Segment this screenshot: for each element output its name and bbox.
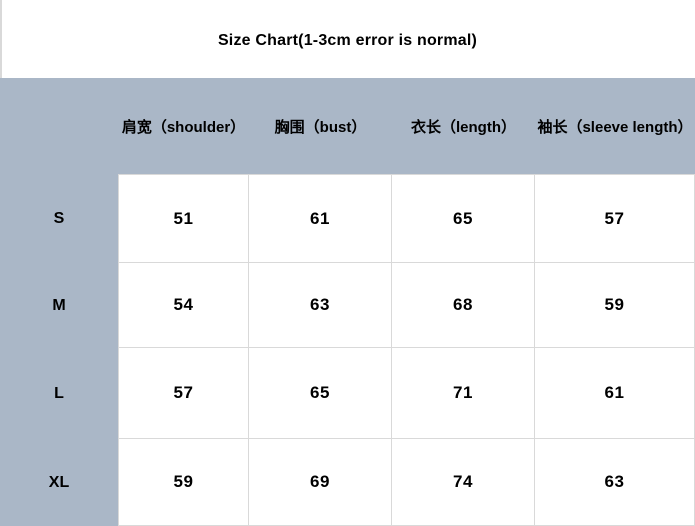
row-label-s: S (53, 209, 65, 227)
table-cell-l-sleeve: 61 (535, 348, 695, 439)
table-cell-xl-bust: 69 (249, 439, 392, 526)
table-cell-s-length: 65 (392, 174, 535, 263)
size-chart-table: 肩宽（shoulder） 胸围（bust） 衣长（length） 袖长（slee… (0, 78, 695, 526)
table-cell-xl-shoulder: 59 (118, 439, 249, 526)
row-label-xl: XL (48, 473, 70, 491)
table-cell-s-sleeve: 57 (535, 174, 695, 263)
table-cell-xl-sleeve: 63 (535, 439, 695, 526)
table-cell-l-shoulder: 57 (118, 348, 249, 439)
table-cell-m-sleeve: 59 (535, 263, 695, 348)
corner-cell (0, 78, 118, 174)
table-cell-s-shoulder: 51 (118, 174, 249, 263)
row-label-m: M (52, 296, 66, 314)
table-cell-m-bust: 63 (249, 263, 392, 348)
table-cell-xl-length: 74 (392, 439, 535, 526)
table-cell-m-shoulder: 54 (118, 263, 249, 348)
column-header-bust: 胸围（bust） (274, 118, 367, 136)
table-cell-l-bust: 65 (249, 348, 392, 439)
title-bar: Size Chart(1-3cm error is normal) (0, 0, 695, 78)
left-edge-divider (0, 0, 2, 78)
column-header-sleeve-length: 袖长（sleeve length） (537, 118, 693, 136)
table-cell-m-length: 68 (392, 263, 535, 348)
column-header-shoulder: 肩宽（shoulder） (121, 118, 246, 136)
page-title: Size Chart(1-3cm error is normal) (217, 32, 478, 49)
table-cell-l-length: 71 (392, 348, 535, 439)
row-label-l: L (54, 384, 64, 402)
column-header-length: 衣长（length） (411, 118, 516, 136)
table-cell-s-bust: 61 (249, 174, 392, 263)
